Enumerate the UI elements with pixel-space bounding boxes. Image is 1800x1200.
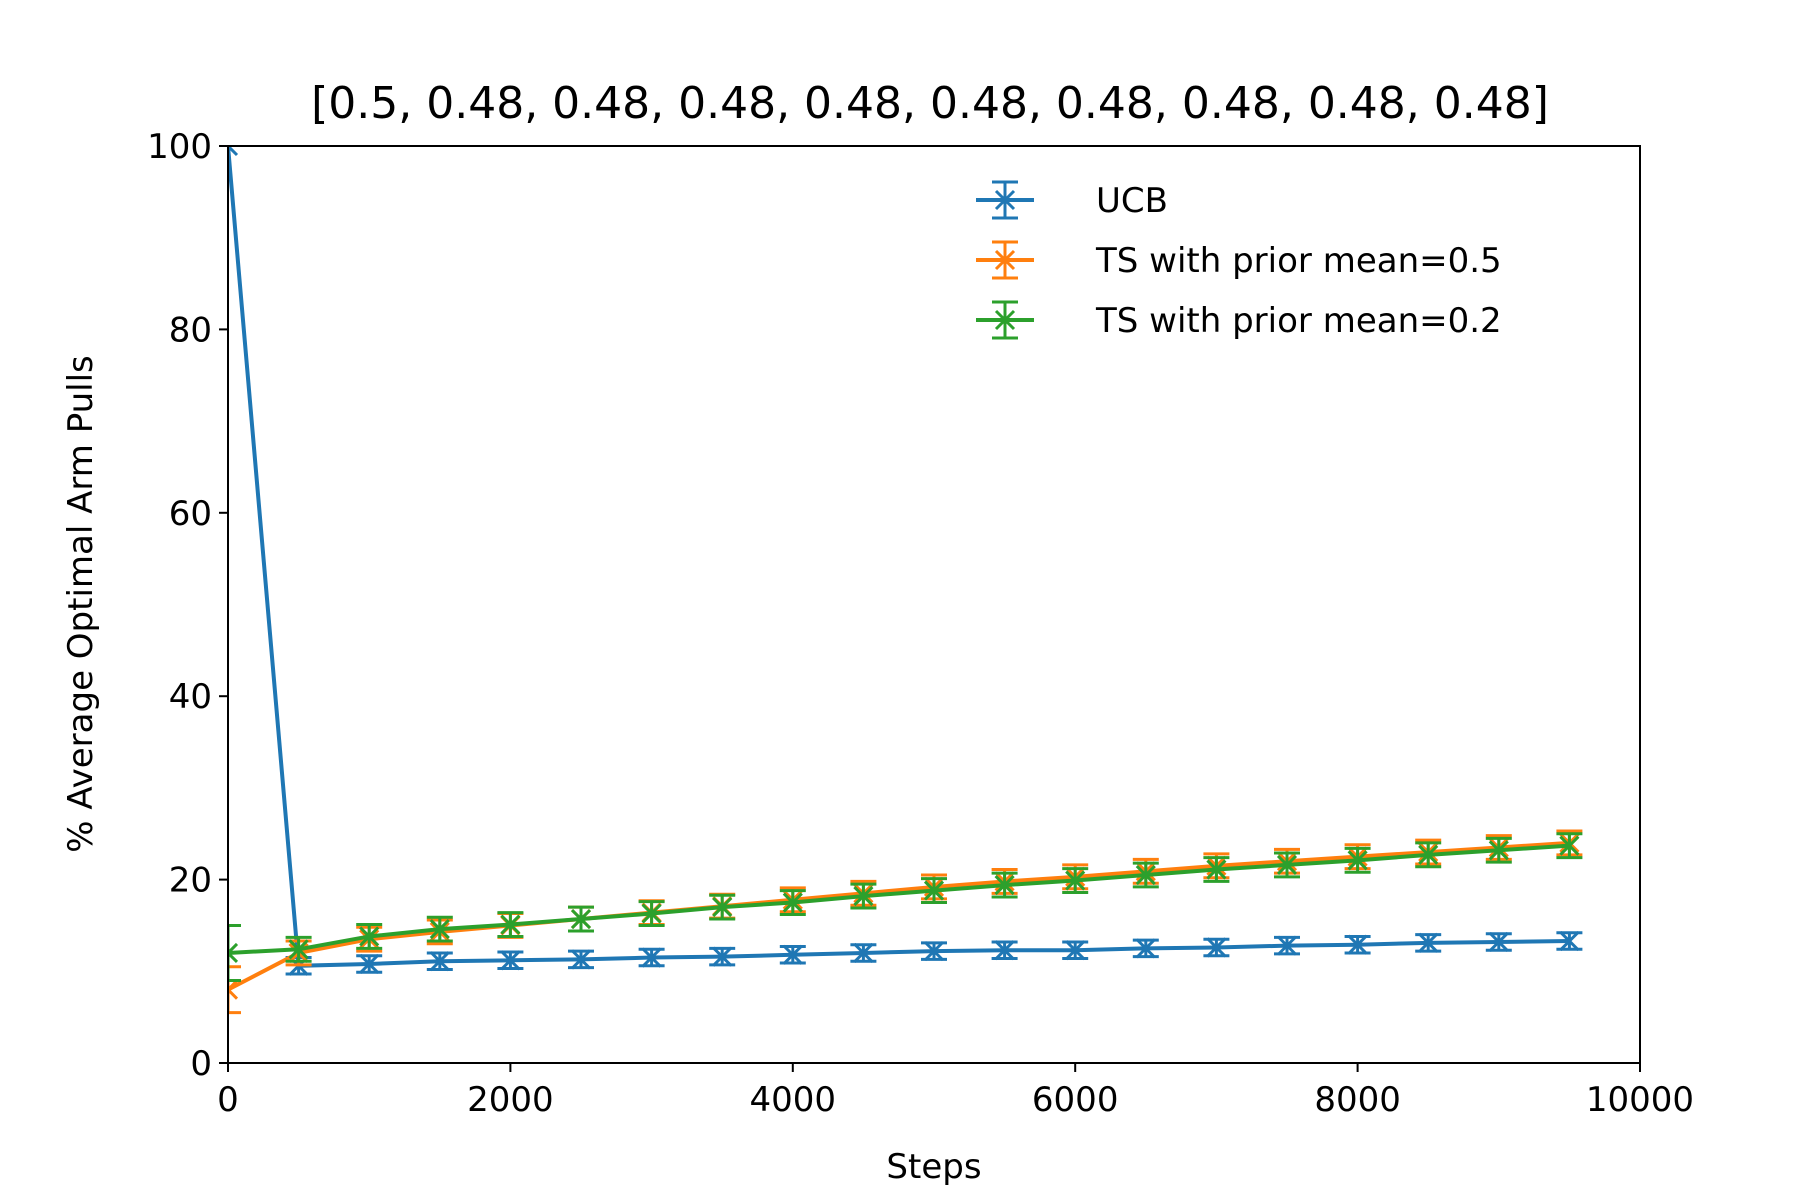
- data-point: [1418, 932, 1439, 953]
- plot-frame: [227, 145, 1641, 1064]
- x-axis-label: Steps: [886, 1147, 981, 1187]
- data-point: [228, 146, 239, 157]
- data-point: [1206, 859, 1227, 880]
- plot-area: 0 2000 4000 6000 8000 10000 0 20 40 60 80 100: [147, 127, 1694, 1120]
- x-tick-label: 2000: [467, 1080, 554, 1120]
- y-tick-label: 20: [169, 861, 212, 901]
- x-tick-label: 4000: [750, 1080, 837, 1120]
- data-point: [359, 953, 380, 975]
- data-point: [1488, 840, 1509, 861]
- data-point: [500, 914, 521, 935]
- data-point: [641, 903, 662, 924]
- y-tick-label: 0: [190, 1044, 212, 1084]
- data-point: [1276, 935, 1298, 956]
- data-point: [1559, 930, 1580, 952]
- x-tick-label: 8000: [1314, 1080, 1401, 1120]
- y-axis-label: % Average Optimal Arm Pulls: [61, 355, 101, 853]
- legend-item: UCB: [976, 180, 1168, 221]
- x-tick-label: 6000: [1032, 1080, 1119, 1120]
- y-tick-label: 80: [169, 310, 212, 350]
- x-tick-label: 0: [217, 1080, 239, 1120]
- data-point: [994, 940, 1015, 961]
- legend-item: TS with prior mean=0.2: [976, 300, 1502, 341]
- data-point: [782, 892, 803, 913]
- data-point: [1135, 864, 1156, 886]
- y-tick-label: 40: [169, 677, 212, 717]
- data-point: [853, 942, 874, 964]
- data-point: [359, 926, 380, 947]
- data-point: [1276, 854, 1298, 875]
- data-point: [429, 951, 450, 972]
- data-point: [429, 919, 450, 940]
- series-line: [228, 146, 1570, 968]
- data-point: [1347, 934, 1368, 955]
- data-point: [923, 880, 945, 901]
- legend-label: TS with prior mean=0.5: [1095, 241, 1502, 281]
- data-point: [228, 942, 239, 964]
- legend-label: UCB: [1096, 181, 1168, 221]
- data-point: [782, 944, 803, 965]
- data-point: [1559, 835, 1580, 856]
- data-point: [853, 886, 874, 907]
- data-point: [500, 950, 521, 971]
- data-point: [712, 946, 733, 967]
- data-point: [641, 947, 662, 968]
- data-point: [1065, 940, 1086, 961]
- series-line: [228, 843, 1570, 955]
- data-point: [1347, 850, 1368, 871]
- legend-item: TS with prior mean=0.5: [976, 240, 1502, 281]
- data-point: [228, 979, 239, 1000]
- chart-title: [0.5, 0.48, 0.48, 0.48, 0.48, 0.48, 0.48…: [311, 78, 1549, 129]
- x-tick-label: 10000: [1586, 1080, 1694, 1120]
- series-layer: [228, 146, 1583, 1015]
- series-0: [228, 146, 1583, 976]
- data-point: [1065, 870, 1086, 891]
- y-tick-label: 60: [169, 494, 212, 534]
- data-point: [1206, 937, 1227, 958]
- x-axis: 0 2000 4000 6000 8000 10000: [217, 1063, 1694, 1120]
- data-point: [1488, 931, 1509, 953]
- legend-marker: [994, 189, 1016, 211]
- data-point: [923, 941, 945, 962]
- legend: UCB TS with prior mean=0.5 TS with prior m…: [976, 180, 1502, 341]
- legend-marker: [994, 249, 1016, 271]
- data-point: [570, 908, 592, 930]
- y-axis: 0 20 40 60 80 100: [147, 127, 228, 1084]
- data-point: [1418, 844, 1439, 865]
- legend-marker: [994, 309, 1016, 331]
- data-point: [1135, 938, 1156, 959]
- data-point: [994, 875, 1015, 896]
- data-point: [570, 949, 592, 970]
- series-2: [228, 832, 1583, 982]
- y-tick-label: 100: [147, 127, 212, 167]
- data-point: [712, 897, 733, 918]
- legend-label: TS with prior mean=0.2: [1095, 301, 1502, 341]
- series-line: [228, 840, 1570, 992]
- data-point: [288, 939, 309, 960]
